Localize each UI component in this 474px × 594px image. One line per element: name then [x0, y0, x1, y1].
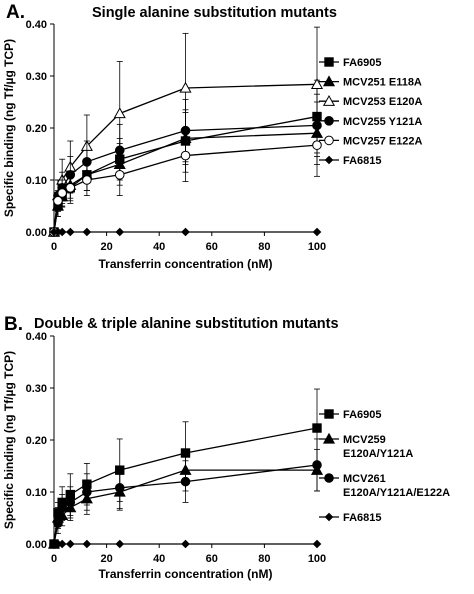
data-point: [312, 539, 322, 549]
legend-marker: [324, 409, 334, 419]
y-tick-label: 0.30: [26, 71, 47, 83]
data-point: [82, 487, 92, 497]
x-tick-label: 80: [258, 553, 270, 565]
legend-label: MCV255 Y121A: [343, 116, 422, 128]
x-tick-label: 0: [51, 241, 57, 253]
x-axis-label: Transferrin concentration (nM): [98, 257, 272, 271]
data-point: [179, 81, 192, 93]
legend-marker: [322, 75, 336, 87]
legend-label: E120A/Y121A: [343, 448, 413, 460]
data-point: [113, 107, 126, 119]
y-tick-label: 0.20: [26, 123, 47, 135]
y-axis-label: Specific binding (ng Tf/µg TCP): [2, 351, 16, 529]
legend-label: FA6905: [343, 409, 382, 421]
x-axis-label: Transferrin concentration (nM): [98, 567, 272, 581]
data-point: [57, 227, 67, 237]
data-point: [312, 140, 322, 150]
x-tick-label: 20: [100, 241, 112, 253]
data-point: [115, 539, 125, 549]
legend-label: FA6815: [343, 512, 382, 524]
legend-label: MCV257 E122A: [343, 135, 423, 147]
series-4: [49, 539, 322, 549]
x-tick-label: 80: [258, 241, 270, 253]
data-point: [53, 196, 63, 206]
data-point: [114, 170, 125, 180]
data-point: [312, 460, 322, 470]
data-point: [65, 183, 76, 193]
data-point: [180, 476, 191, 487]
x-tick-label: 60: [206, 241, 218, 253]
legend-marker: [324, 135, 334, 146]
legend-marker: [324, 473, 334, 483]
data-point: [310, 78, 324, 89]
data-point: [65, 497, 76, 508]
data-point: [82, 539, 92, 549]
data-point: [181, 539, 190, 549]
legend-marker: [322, 94, 336, 106]
data-point: [82, 227, 92, 237]
legend-marker: [324, 512, 334, 522]
legend-label: FA6905: [343, 57, 382, 69]
data-point: [65, 539, 75, 549]
data-point: [312, 423, 322, 433]
legend-label: MCV259: [343, 434, 386, 446]
legend-marker: [322, 432, 336, 444]
data-point: [114, 145, 125, 156]
data-point: [82, 175, 92, 185]
legend-marker: [324, 57, 334, 67]
data-point: [312, 227, 322, 237]
legend-label: E120A/Y121A/E122A: [343, 487, 450, 499]
legend: FA6905 MCV251 E118A MCV253 E120A MCV255 Y12…: [319, 57, 423, 167]
y-tick-label: 0.40: [26, 331, 47, 343]
panel-letter: B.: [4, 314, 23, 335]
x-tick-label: 0: [51, 553, 57, 565]
data-point: [57, 188, 67, 198]
y-tick-label: 0.30: [26, 383, 47, 395]
data-point: [114, 483, 125, 493]
x-tick-label: 20: [100, 553, 112, 565]
x-tick-label: 60: [206, 553, 218, 565]
data-point: [65, 227, 75, 237]
chart-title: Single alanine substitution mutants: [92, 5, 337, 21]
data-point: [180, 150, 191, 161]
series-6: [49, 227, 322, 237]
data-point: [115, 227, 125, 237]
y-tick-label: 0.00: [26, 227, 47, 239]
y-axis-label: Specific binding (ng Tf/µg TCP): [2, 39, 16, 217]
x-tick-label: 100: [308, 553, 326, 565]
legend-label: MCV261: [343, 473, 386, 485]
y-tick-label: 0.10: [26, 175, 47, 187]
y-tick-label: 0.20: [26, 435, 47, 447]
data-point: [181, 227, 190, 237]
series-3: [49, 438, 322, 549]
panel-b: B. Double & triple alanine substitution m…: [2, 314, 450, 581]
legend-marker: [324, 155, 334, 165]
x-tick-label: 100: [308, 241, 326, 253]
legend-label: MCV253 E120A: [343, 96, 423, 108]
series-5: [49, 113, 322, 237]
legend-label: MCV251 E118A: [343, 77, 422, 89]
y-tick-label: 0.40: [26, 19, 47, 31]
x-tick-label: 40: [153, 553, 165, 565]
chart-title: Double & triple alanine substitution mut…: [34, 316, 339, 332]
y-tick-label: 0.00: [26, 539, 47, 551]
legend-label: FA6815: [343, 155, 382, 167]
panel-a: A. Single alanine substitution mutants 0.0…: [2, 2, 423, 271]
x-tick-label: 40: [153, 241, 165, 253]
panel-letter: A.: [6, 2, 25, 23]
legend-marker: [324, 116, 334, 126]
data-point: [53, 518, 63, 529]
y-tick-label: 0.10: [26, 487, 47, 499]
data-point: [57, 539, 67, 549]
legend: FA6905 MCV259 E120A/Y121A MCV261 E120A/Y121A…: [319, 409, 450, 524]
data-point: [57, 502, 67, 513]
